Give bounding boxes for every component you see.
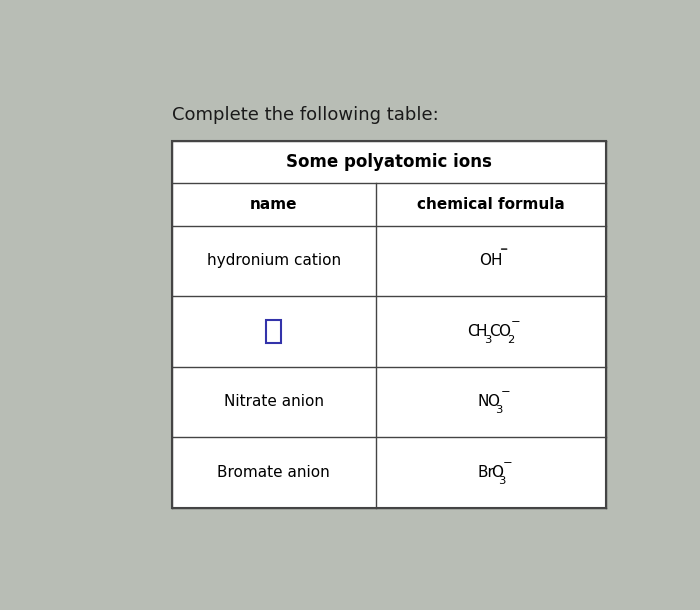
Text: hydronium cation: hydronium cation xyxy=(206,253,341,268)
Text: Bromate anion: Bromate anion xyxy=(217,465,330,480)
Text: Br: Br xyxy=(477,465,494,480)
Text: 2: 2 xyxy=(507,335,514,345)
Text: −: − xyxy=(500,387,510,398)
Text: O: O xyxy=(486,395,498,409)
Text: C: C xyxy=(489,324,500,339)
Text: 3: 3 xyxy=(498,476,506,486)
Text: Nitrate anion: Nitrate anion xyxy=(223,395,323,409)
Text: H: H xyxy=(475,324,487,339)
Text: N: N xyxy=(478,395,489,409)
Text: −: − xyxy=(503,458,512,468)
Text: O: O xyxy=(498,324,510,339)
Text: chemical formula: chemical formula xyxy=(416,197,564,212)
Bar xyxy=(266,320,281,343)
Text: O: O xyxy=(491,465,503,480)
Text: Complete the following table:: Complete the following table: xyxy=(172,106,438,124)
Text: 3: 3 xyxy=(496,405,503,415)
Text: C: C xyxy=(467,324,477,339)
Text: name: name xyxy=(250,197,298,212)
Text: Some polyatomic ions: Some polyatomic ions xyxy=(286,153,491,171)
Text: −: − xyxy=(511,317,521,327)
Text: OH: OH xyxy=(479,253,503,268)
Text: 3: 3 xyxy=(484,335,491,345)
